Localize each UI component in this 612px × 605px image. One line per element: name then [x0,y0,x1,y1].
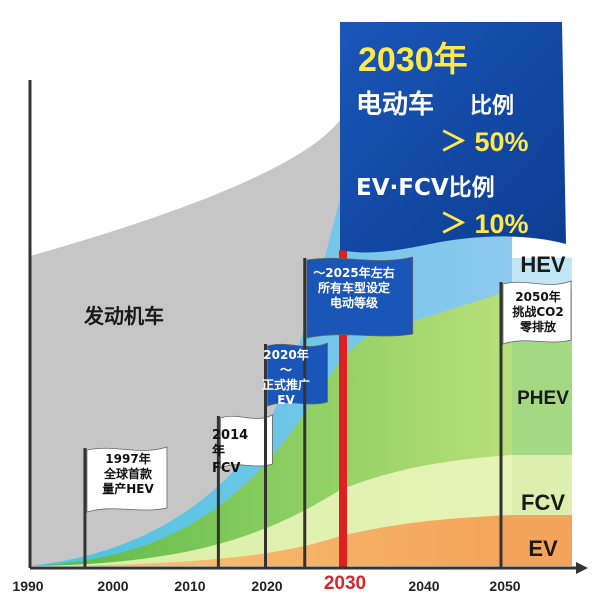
x-tick-label: 2010 [174,578,206,594]
banner-title: 2030年 [358,41,468,79]
banner-line2-main: 电动车 [356,90,435,120]
x-tick-label: 2020 [251,578,283,594]
x-tick-label: 2000 [97,578,129,594]
flag-banner-2020 [267,342,328,407]
flag-banner-2014 [220,414,273,469]
milestone-flag-1997: 1997年 全球首款 量产HEV [102,452,154,496]
flag-banner-2050 [502,280,572,345]
series-right-fill-ev [512,515,572,566]
x-tick-label: 2040 [408,578,440,594]
x-tick-label: 2050 [489,578,521,594]
milestone-flag-2020: 2020年～ 正式推广 EV [261,348,310,407]
series-label-ev: EV [528,536,558,561]
banner-value2: ＞ 10% [440,209,529,239]
series-label-fcv: FCV [521,490,565,515]
series-label-hev: HEV [520,252,566,277]
series-label-phev: PHEV [517,388,569,409]
x-axis-arrow [576,562,588,574]
x-tick-label: 1990 [12,578,44,594]
flag-banner-1997 [86,446,168,513]
series-label-engine: 发动机车 [84,304,164,328]
x-tick-label-highlight: 2030 [323,573,367,594]
banner-value1: ＞ 50% [440,127,529,157]
highlight-line-2030 [339,250,347,568]
banner-line3: EV·FCV比例 [356,175,495,201]
milestone-flag-2014: 2014年 FCV [212,428,249,476]
milestone-flag-2050: 2050年 挑战CO2 零排放 [512,290,564,334]
series-area-ev [30,515,512,566]
milestone-flag-2025: ～2025年左右 所有车型设定 电动等级 [313,266,395,310]
banner-line2-sub: 比例 [470,94,515,119]
flag-banner-2025 [306,256,414,339]
banner-box [340,22,566,253]
